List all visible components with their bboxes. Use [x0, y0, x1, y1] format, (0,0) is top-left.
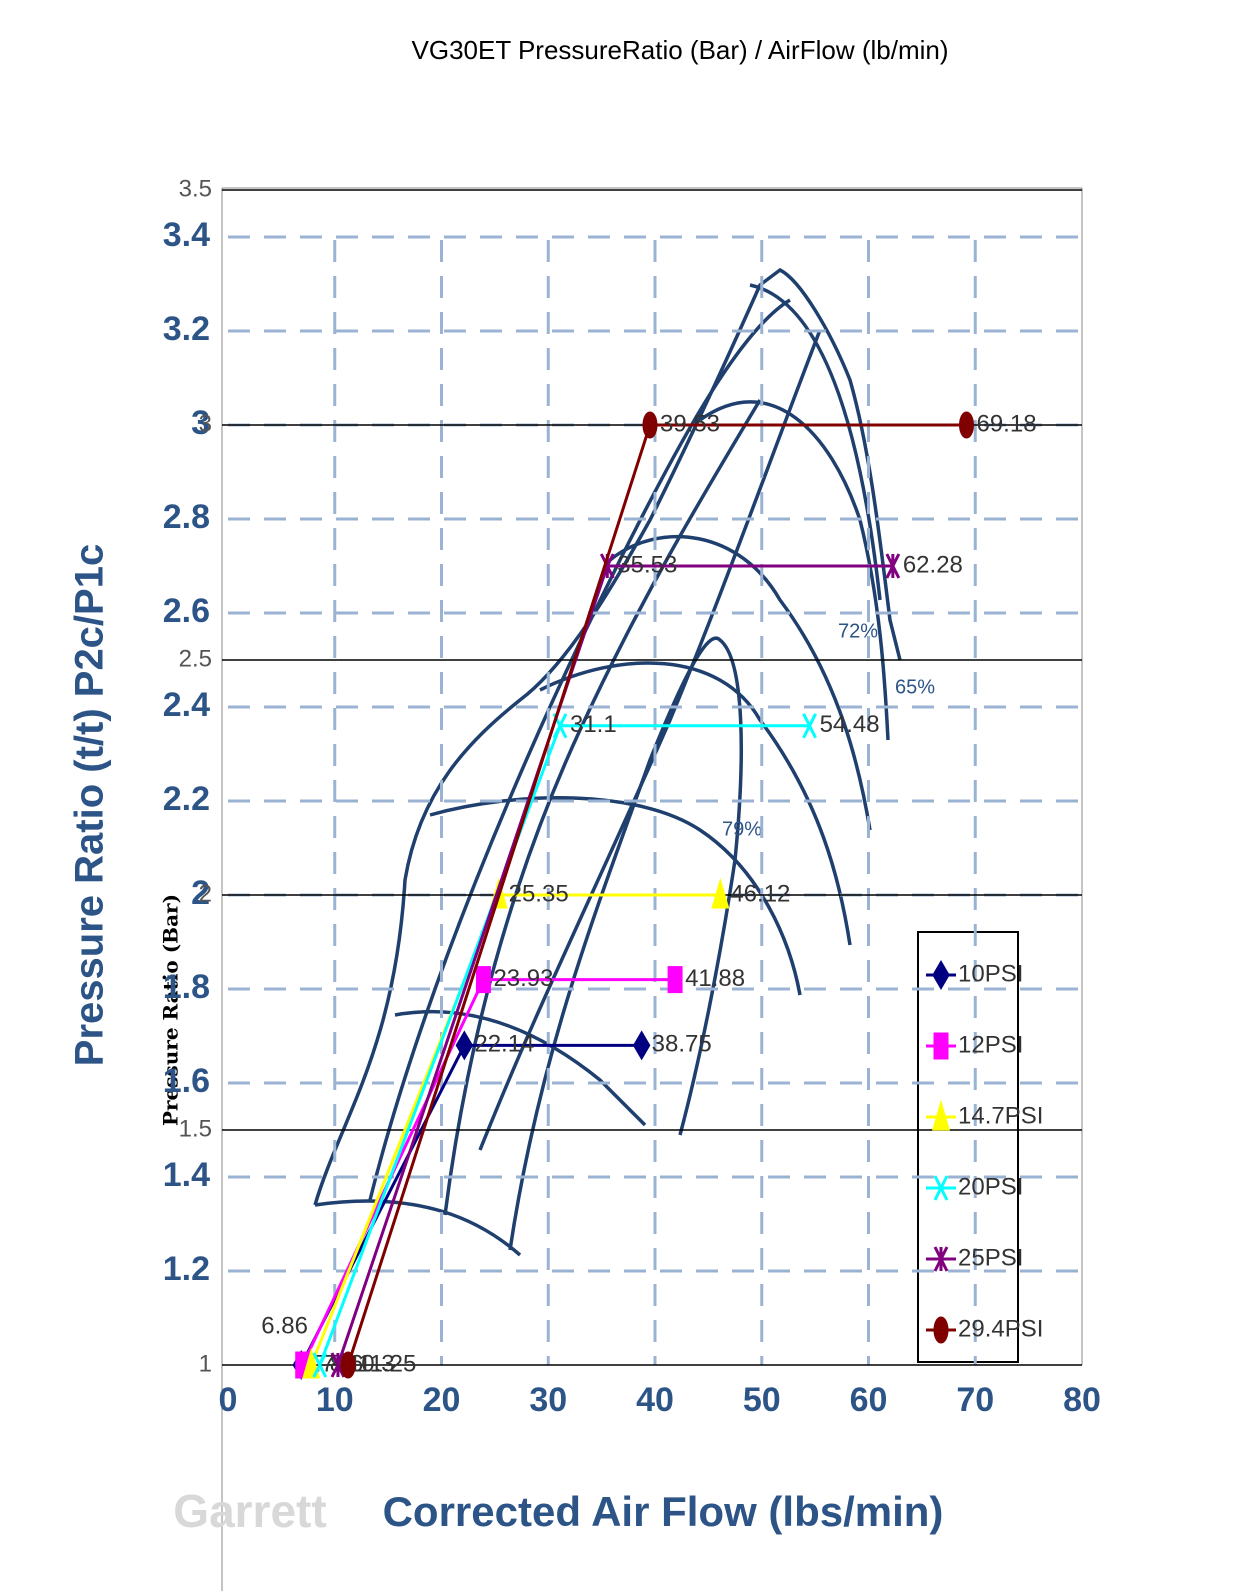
marker	[455, 1030, 474, 1061]
map-contour	[313, 267, 902, 1206]
map-y-label: Pressure Ratio (t/t) P2c/P1c	[68, 544, 112, 1066]
legend-label: 14.7PSI	[958, 1102, 1043, 1129]
data-label: 69.18	[976, 410, 1036, 437]
marker	[340, 1351, 356, 1379]
data-label: 6.86	[261, 1312, 308, 1339]
legend-label: 25PSI	[958, 1244, 1023, 1271]
legend-marker	[933, 1175, 949, 1201]
marker	[312, 1352, 328, 1378]
map-contour	[314, 1199, 522, 1257]
marker	[632, 1030, 651, 1061]
y-tick-label: 1	[199, 1350, 212, 1377]
map-y-tick-label: 2.2	[163, 780, 210, 818]
map-contour	[608, 534, 872, 831]
data-label: 62.28	[903, 551, 963, 578]
legend-marker	[932, 960, 950, 990]
data-label: 54.48	[820, 711, 880, 738]
map-brand: Garrett	[173, 1485, 326, 1537]
map-contour	[478, 329, 822, 1151]
y-tick-label: 2	[199, 880, 212, 907]
map-y-tick-label: 3.2	[163, 310, 210, 348]
marker	[711, 877, 730, 909]
x-tick-label: 30	[529, 1381, 567, 1419]
data-label: 39.53	[660, 410, 720, 437]
x-tick-label: 60	[850, 1381, 888, 1419]
legend-marker	[933, 1246, 949, 1272]
data-label: 38.75	[652, 1031, 712, 1058]
map-contour	[539, 661, 852, 946]
legend	[917, 931, 1019, 1363]
map-y-tick-label: 1.6	[163, 1062, 210, 1100]
data-label: 10.3	[348, 1350, 395, 1377]
x-tick-label: 70	[956, 1381, 994, 1419]
x-tick-label: 80	[1063, 1381, 1101, 1419]
compressor-map	[313, 267, 902, 1257]
data-label: 41.88	[685, 965, 745, 992]
legend-marker	[933, 1316, 949, 1344]
x-tick-label: 40	[636, 1381, 674, 1419]
map-y-tick-label: 1.8	[163, 968, 210, 1006]
legend-label: 20PSI	[958, 1173, 1023, 1200]
efficiency-label: 79%	[722, 818, 762, 840]
y-tick-label: 2.5	[179, 645, 212, 672]
map-y-tick-label: 1.4	[163, 1156, 210, 1194]
y-tick-label: 3	[199, 410, 212, 437]
marker	[330, 1352, 346, 1378]
marker	[667, 966, 683, 994]
data-label: 22.14	[474, 1031, 534, 1058]
x-tick-label: 50	[743, 1381, 781, 1419]
marker	[302, 1347, 321, 1379]
legend-label: 12PSI	[958, 1031, 1023, 1058]
map-contour	[443, 399, 762, 1216]
map-contour	[508, 636, 743, 1251]
efficiency-label: 65%	[895, 676, 935, 698]
data-label: 35.53	[617, 551, 677, 578]
marker	[958, 411, 974, 439]
x-tick-label: 20	[423, 1381, 461, 1419]
map-y-tick-label: 1.2	[163, 1250, 210, 1288]
legend-marker	[933, 1032, 949, 1060]
data-label: 46.12	[730, 880, 790, 907]
x-tick-label: 10	[316, 1381, 354, 1419]
map-y-tick-label: 2.4	[163, 686, 210, 724]
map-y-tick-label: 3	[191, 404, 210, 442]
series-line	[336, 564, 893, 1366]
data-label: 11.25	[358, 1350, 416, 1377]
efficiency-label: 72%	[838, 620, 878, 642]
map-contour	[749, 283, 882, 601]
map-y-tick-label: 2	[191, 874, 210, 912]
marker	[642, 411, 658, 439]
map-y-tick-label: 2.6	[163, 592, 210, 630]
legend-marker	[932, 1099, 950, 1131]
y-axis-label: Pressure Ratio (Bar)	[159, 894, 183, 1126]
x-tick-label: 0	[219, 1381, 238, 1419]
data-label: 23.93	[493, 965, 553, 992]
y-tick-label: 1.5	[179, 1115, 212, 1142]
data-label: 25.35	[509, 880, 569, 907]
chart-title: VG30ET PressureRatio (Bar) / AirFlow (lb…	[412, 35, 949, 65]
marker	[885, 553, 901, 579]
legend-label: 10PSI	[958, 960, 1023, 987]
marker	[802, 713, 817, 739]
marker	[475, 966, 491, 994]
y-tick-label: 3.5	[179, 175, 212, 202]
series-line	[299, 1043, 642, 1366]
map-contour	[429, 796, 802, 996]
map-y-tick-label: 2.8	[163, 498, 210, 536]
map-y-tick-label: 3.4	[163, 216, 210, 254]
data-label: 31.1	[570, 711, 617, 738]
map-x-label: Corrected Air Flow (lbs/min)	[383, 1488, 944, 1535]
legend-label: 29.4PSI	[958, 1315, 1043, 1342]
map-contour	[394, 1009, 647, 1127]
